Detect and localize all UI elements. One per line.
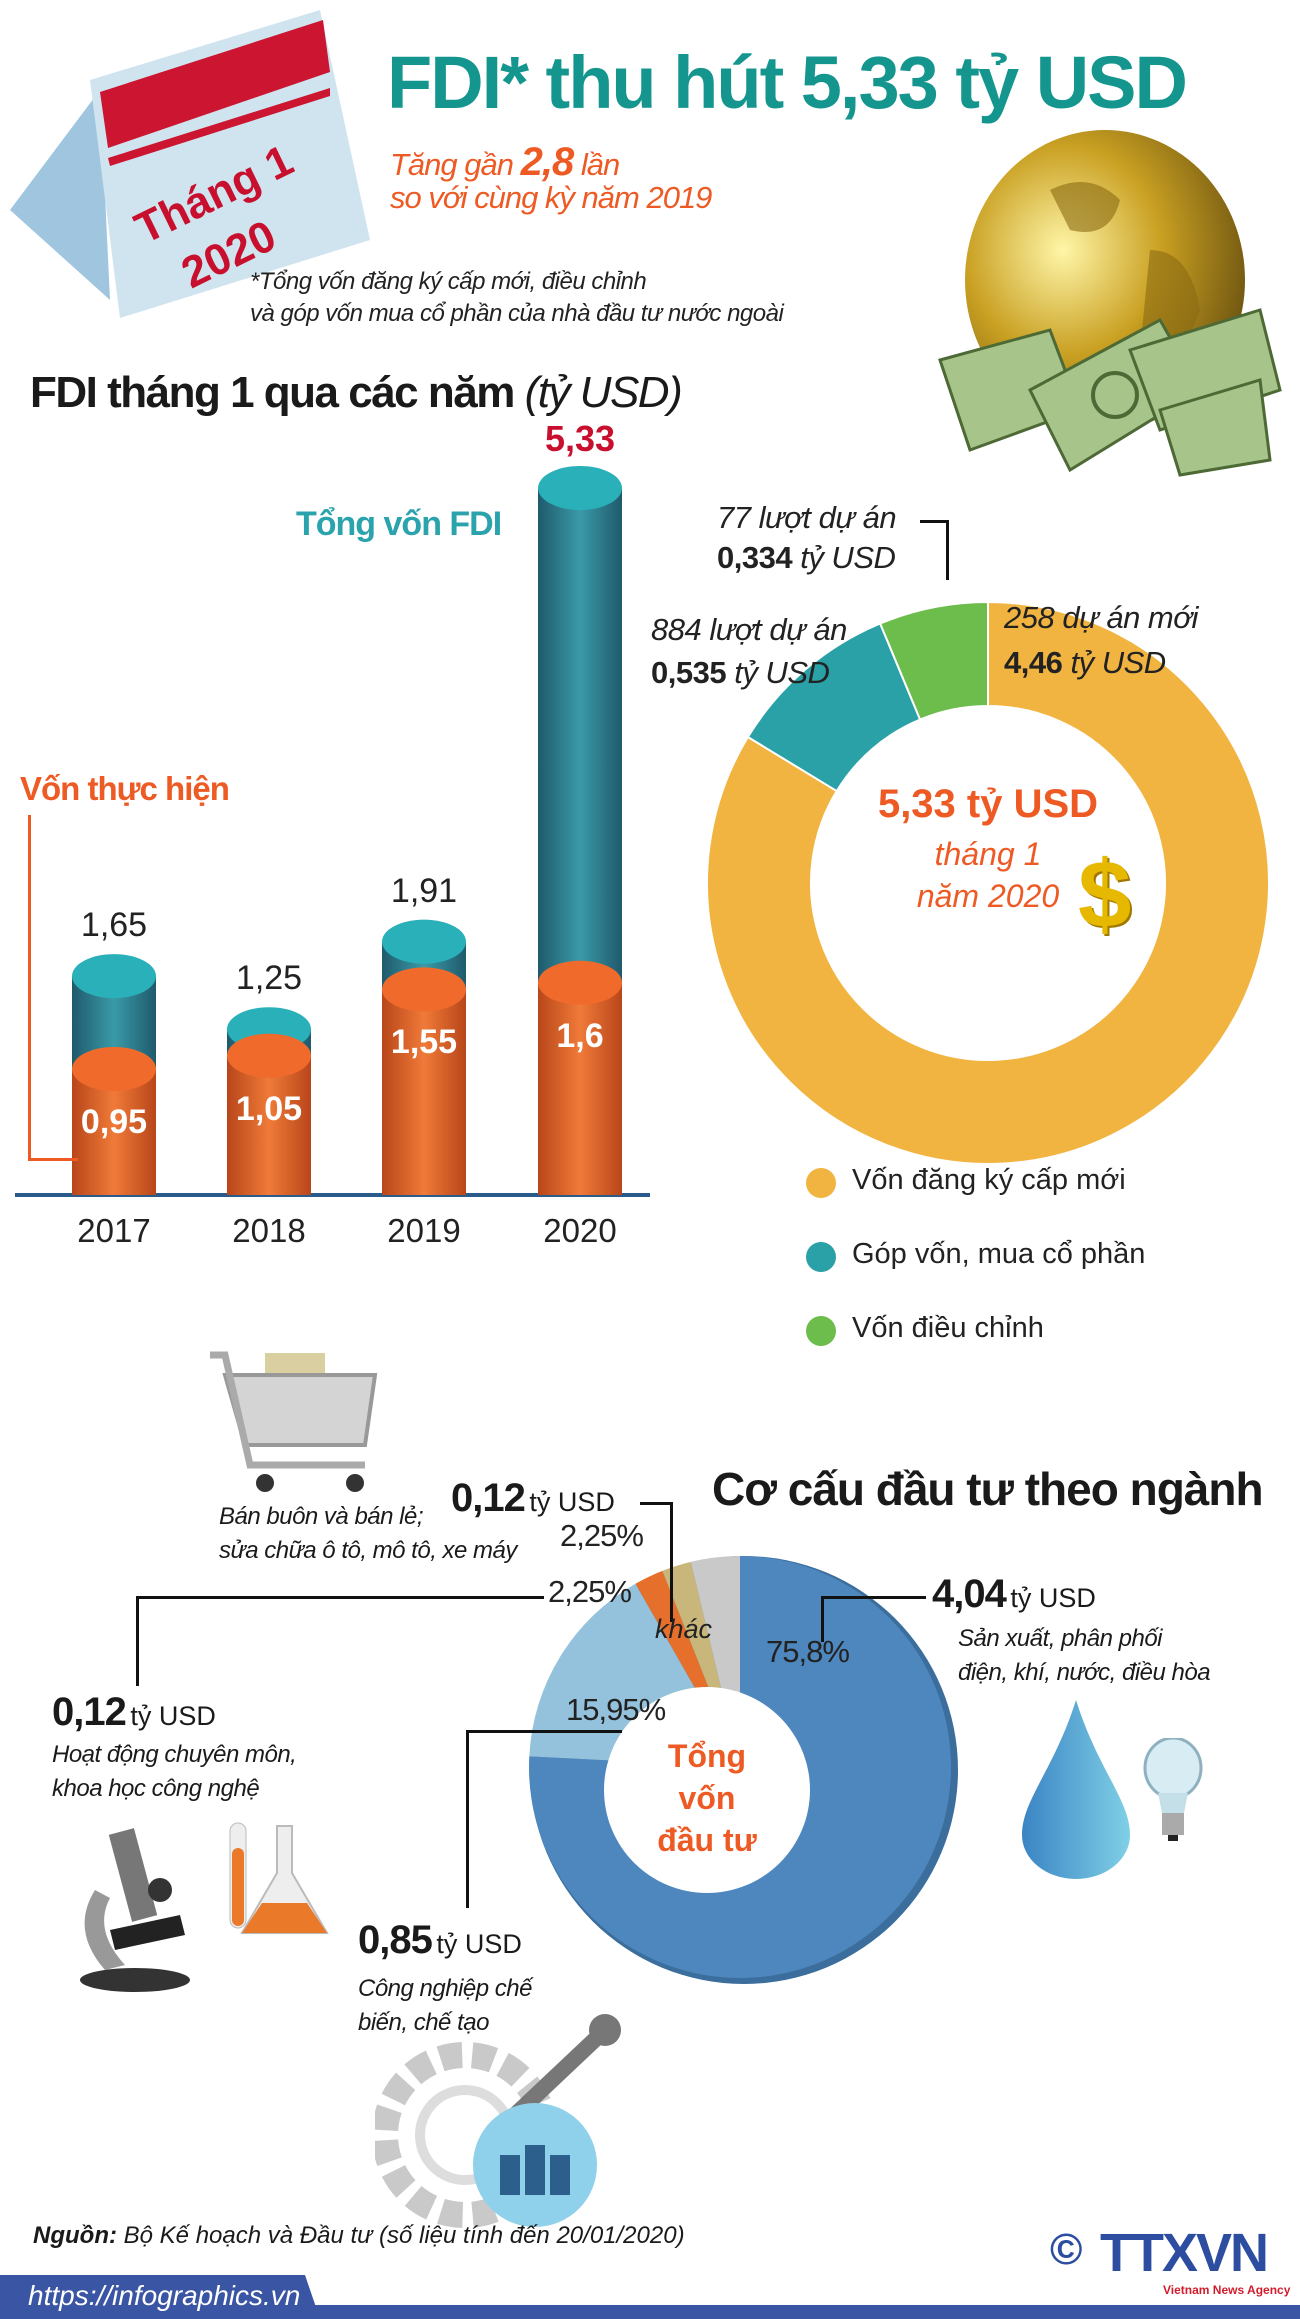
value-label-realized-2017: 0,95 bbox=[80, 1102, 148, 1141]
golden-globe-money-icon bbox=[938, 130, 1282, 477]
bar-cap-total-2019 bbox=[382, 919, 466, 964]
legend-total-fdi: Tổng vốn FDI bbox=[296, 505, 502, 543]
bar-cap-total-2020 bbox=[538, 466, 622, 510]
bar-cap-realized-2017 bbox=[72, 1046, 156, 1091]
legend-shares: Góp vốn, mua cổ phần bbox=[852, 1238, 1146, 1270]
gear-wrench-factory-icon bbox=[375, 2014, 621, 2228]
bar-cap-realized-2018 bbox=[227, 1033, 311, 1078]
label-sci-amount: 0,12 tỷ USD bbox=[52, 1690, 216, 1734]
label-shares-count: 884 lượt dự án bbox=[651, 612, 847, 647]
value-label-realized-2020: 1,6 bbox=[556, 1016, 604, 1055]
bar-cap-total-2017 bbox=[72, 954, 156, 999]
donut-chart-fdi-structure bbox=[706, 600, 1270, 1165]
footnote-line1: *Tổng vốn đăng ký cấp mới, điều chỉnh bbox=[250, 268, 647, 295]
ttxvn-logo-subtitle: Vietnam News Agency bbox=[1163, 2283, 1291, 2297]
subtitle-line2: so với cùng kỳ năm 2019 bbox=[390, 180, 712, 215]
label-sci-line1: Hoạt động chuyên môn, bbox=[52, 1741, 297, 1768]
realized-connector bbox=[28, 815, 31, 1160]
label-adjusted-count: 77 lượt dự án bbox=[717, 500, 897, 535]
subtitle: Tăng gần 2,8 lần bbox=[390, 140, 620, 184]
label-retail-pct: 2,25% bbox=[560, 1518, 644, 1553]
website-link[interactable]: https://infographics.vn bbox=[28, 2280, 301, 2311]
label-other: khác bbox=[655, 1614, 713, 1644]
legend-realized: Vốn thực hiện bbox=[20, 770, 230, 807]
label-energy-pct: 75,8% bbox=[766, 1634, 850, 1669]
section2-title: Cơ cấu đầu tư theo ngành bbox=[712, 1463, 1264, 1515]
label-retail-line2: sửa chữa ô tô, mô tô, xe máy bbox=[219, 1537, 517, 1564]
donut2-center-text: Tổng vốn đầu tư bbox=[657, 1738, 757, 1858]
legend-adjusted: Vốn điều chỉnh bbox=[852, 1312, 1044, 1344]
label-retail-amount: 0,12 tỷ USD bbox=[451, 1476, 615, 1520]
donut1-center-total: 5,33 tỷ USD bbox=[877, 782, 1099, 826]
label-retail-line1: Bán buôn và bán lẻ; bbox=[219, 1503, 424, 1530]
label-mfg-pct: 15,95% bbox=[566, 1692, 666, 1727]
water-drop-icon bbox=[1022, 1700, 1130, 1879]
value-label-total-2018: 1,25 bbox=[235, 959, 303, 998]
slice-2 bbox=[878, 600, 989, 721]
value-label-realized-2019: 1,55 bbox=[390, 1023, 458, 1062]
bar-realized-2019 bbox=[382, 989, 466, 1195]
value-label-total-2020: 5,33 bbox=[544, 418, 616, 459]
label-mfg-line1: Công nghiệp chế bbox=[358, 1975, 532, 2002]
label-adjusted-value: 0,334 tỷ USD bbox=[717, 540, 896, 575]
label-shares-value: 0,535 tỷ USD bbox=[651, 655, 830, 690]
light-bulb-icon bbox=[1143, 1738, 1203, 1841]
footer-bar bbox=[0, 2305, 1300, 2319]
legend-swatch-adjusted bbox=[806, 1316, 836, 1346]
bar-cap-realized-2020 bbox=[538, 960, 622, 1005]
label-mfg-amount: 0,85 tỷ USD bbox=[358, 1918, 522, 1962]
bar-chart bbox=[15, 466, 650, 1197]
legend-swatch-new bbox=[806, 1168, 836, 1198]
x-tick-2017: 2017 bbox=[77, 1212, 151, 1249]
label-sci-pct: 2,25% bbox=[548, 1574, 632, 1609]
flask-icon bbox=[229, 1822, 329, 1934]
bar-realized-2020 bbox=[538, 982, 622, 1195]
x-tick-2018: 2018 bbox=[232, 1212, 306, 1249]
label-mfg-line2: biến, chế tạo bbox=[358, 2009, 489, 2036]
source-note: Nguồn: Bộ Kế hoạch và Đầu tư (số liệu tí… bbox=[33, 2222, 685, 2249]
legend-new: Vốn đăng ký cấp mới bbox=[852, 1164, 1126, 1196]
section1-title: FDI tháng 1 qua các năm (tỷ USD) bbox=[30, 368, 683, 417]
page-title: FDI* thu hút 5,33 tỷ USD bbox=[387, 41, 1188, 124]
x-tick-2020: 2020 bbox=[543, 1212, 617, 1249]
value-label-realized-2018: 1,05 bbox=[235, 1089, 303, 1128]
microscope-icon bbox=[80, 1828, 190, 1992]
label-energy-line1: Sản xuất, phân phối bbox=[958, 1625, 1163, 1652]
legend-swatch-shares bbox=[806, 1242, 836, 1272]
label-new-value: 4,46 tỷ USD bbox=[1004, 645, 1166, 680]
donut1-center-month: tháng 1 bbox=[934, 836, 1042, 872]
bar-cap-realized-2019 bbox=[382, 967, 466, 1012]
label-new-count: 258 dự án mới bbox=[1004, 600, 1198, 635]
growth-value: 2,8 bbox=[520, 140, 575, 184]
dollar-sign-icon: $ bbox=[1078, 841, 1132, 948]
copyright-icon: © bbox=[1050, 2225, 1083, 2274]
donut2-hole bbox=[604, 1687, 810, 1893]
value-label-total-2019: 1,91 bbox=[390, 871, 458, 910]
x-tick-2019: 2019 bbox=[387, 1212, 461, 1249]
label-sci-line2: khoa học công nghệ bbox=[52, 1775, 260, 1802]
bar-realized-2018 bbox=[227, 1055, 311, 1195]
calendar-icon bbox=[10, 10, 370, 318]
ttxvn-logo: TTXVN bbox=[1100, 2223, 1269, 2283]
footnote-line2: và góp vốn mua cổ phần của nhà đầu tư nư… bbox=[250, 300, 784, 327]
donut1-center-year: năm 2020 bbox=[916, 878, 1060, 914]
label-energy-amount: 4,04 tỷ USD bbox=[932, 1572, 1096, 1616]
value-label-total-2017: 1,65 bbox=[80, 906, 148, 945]
shopping-cart-icon bbox=[210, 1351, 378, 1492]
slice-0 bbox=[706, 600, 1270, 1165]
label-energy-line2: điện, khí, nước, điều hòa bbox=[958, 1659, 1211, 1686]
